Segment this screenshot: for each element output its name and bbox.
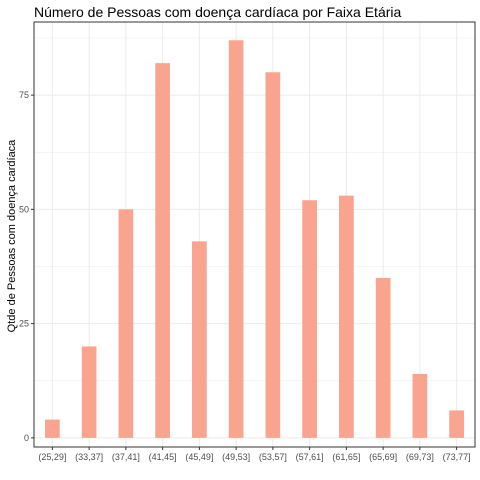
y-tick-label: 25 [19, 319, 29, 329]
x-tick-label: (33,37] [75, 452, 103, 462]
bar-11 [449, 410, 464, 438]
bar-5 [228, 40, 244, 438]
bar-6 [265, 72, 281, 438]
x-tick-label: (69,73] [406, 452, 434, 462]
x-tick-label: (25,29] [38, 452, 66, 462]
bar-layer [45, 40, 464, 438]
bar-1 [81, 346, 97, 438]
y-tick-label: 50 [19, 204, 29, 214]
y-axis-title: Qtde de Pessoas com doença cardíaca [6, 139, 18, 332]
x-tick-label: (45,49] [185, 452, 213, 462]
panel-background [34, 22, 475, 447]
y-tick-label: 0 [24, 433, 29, 443]
axis-layer: 0 25 50 75 (25,29] (33,37] (37,41] (41,45] (45,4… [19, 21, 476, 462]
x-tick-label: (41,45] [149, 452, 177, 462]
x-tick-label: (53,57] [259, 452, 287, 462]
chart-title: Número de Pessoas com doença cardíaca po… [34, 4, 402, 20]
bar-7 [302, 200, 317, 438]
bar-0 [45, 419, 60, 438]
x-tick-label: (37,41] [112, 452, 140, 462]
x-tick-label: (61,65] [332, 452, 360, 462]
y-tick-label: 75 [19, 90, 29, 100]
panel-border [33, 21, 476, 448]
x-tick-label: (65,69] [369, 452, 397, 462]
x-tick-label: (49,53] [222, 452, 250, 462]
grid-layer [34, 22, 475, 447]
bar-3 [155, 63, 170, 438]
bar-4 [192, 241, 207, 438]
x-tick-label: (73,77] [443, 452, 471, 462]
bar-8 [339, 195, 354, 438]
bar-10 [412, 373, 428, 438]
bar-9 [375, 277, 391, 438]
x-tick-label: (57,61] [296, 452, 324, 462]
bar-2 [118, 209, 134, 438]
